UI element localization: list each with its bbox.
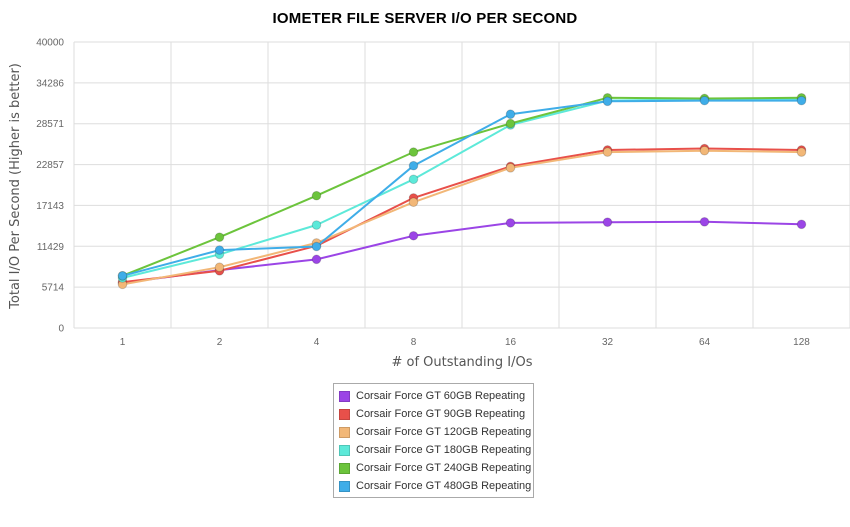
x-axis-ticks: 1 2 4 8 16 32 64 128 xyxy=(120,337,811,348)
x-tick-label: 2 xyxy=(217,337,223,348)
series-line xyxy=(122,99,802,277)
series xyxy=(117,95,807,281)
data-point xyxy=(311,220,322,230)
y-tick-label: 5714 xyxy=(42,283,65,294)
x-tick-label: 128 xyxy=(793,337,810,348)
y-tick-label: 34286 xyxy=(36,78,64,89)
data-point xyxy=(408,197,419,207)
y-tick-label: 17143 xyxy=(36,201,64,212)
x-tick-label: 64 xyxy=(699,337,711,348)
legend-item[interactable]: Corsair Force GT 120GB Repeating xyxy=(334,423,533,441)
series-line xyxy=(122,96,802,277)
data-point xyxy=(408,147,419,157)
data-point xyxy=(505,109,516,120)
data-point xyxy=(214,232,225,242)
data-point xyxy=(311,190,322,201)
data-point xyxy=(214,245,225,255)
data-point xyxy=(311,241,322,252)
series xyxy=(117,145,807,290)
y-axis-title: Total I/O Per Second (Higher is better) xyxy=(8,63,23,310)
data-point xyxy=(602,217,613,227)
legend-label: Corsair Force GT 60GB Repeating xyxy=(356,390,526,402)
data-point xyxy=(408,230,419,241)
x-tick-label: 1 xyxy=(120,337,126,348)
chart-title: IOMETER FILE SERVER I/O PER SECOND xyxy=(272,10,578,27)
grid xyxy=(73,41,850,329)
y-axis-ticks: 0 5714 11429 17143 22857 28571 34286 40000 xyxy=(36,38,64,335)
data-point xyxy=(699,145,710,156)
data-point xyxy=(505,118,516,129)
legend-swatch xyxy=(339,462,350,474)
x-tick-label: 16 xyxy=(505,337,517,348)
data-point xyxy=(796,219,807,230)
data-point xyxy=(505,218,516,228)
legend-swatch xyxy=(339,480,350,492)
legend-label: Corsair Force GT 180GB Repeating xyxy=(356,444,532,456)
legend-label: Corsair Force GT 90GB Repeating xyxy=(356,408,526,420)
y-tick-label: 11429 xyxy=(37,242,65,253)
data-point xyxy=(117,271,128,281)
legend-item[interactable]: Corsair Force GT 240GB Repeating xyxy=(334,459,533,477)
data-point xyxy=(796,147,807,157)
series-line xyxy=(122,220,802,284)
data-point xyxy=(796,95,807,106)
legend-swatch xyxy=(339,408,350,420)
legend-item[interactable]: Corsair Force GT 60GB Repeating xyxy=(334,387,533,405)
data-point xyxy=(408,160,419,171)
data-point xyxy=(214,262,225,273)
x-axis-title: # of Outstanding I/Os xyxy=(391,355,532,370)
y-tick-label: 22857 xyxy=(36,160,64,171)
legend-label: Corsair Force GT 120GB Repeating xyxy=(356,426,532,438)
legend-item[interactable]: Corsair Force GT 480GB Repeating xyxy=(334,477,533,495)
data-point xyxy=(311,254,322,265)
data-point xyxy=(408,174,419,185)
x-tick-label: 8 xyxy=(411,337,417,348)
legend-swatch xyxy=(339,444,350,456)
legend-label: Corsair Force GT 480GB Repeating xyxy=(356,480,532,492)
y-tick-label: 40000 xyxy=(36,38,64,49)
x-tick-label: 32 xyxy=(602,337,614,348)
series-line xyxy=(122,149,802,286)
legend-swatch xyxy=(339,426,350,438)
data-point xyxy=(699,217,710,227)
legend-item[interactable]: Corsair Force GT 180GB Repeating xyxy=(334,441,533,459)
legend-swatch xyxy=(339,390,350,402)
series-line xyxy=(122,147,802,284)
x-tick-label: 4 xyxy=(314,337,320,348)
y-tick-label: 0 xyxy=(58,324,64,335)
legend-item[interactable]: Corsair Force GT 90GB Repeating xyxy=(334,405,533,423)
series-layer xyxy=(117,92,807,290)
line-chart: 0 5714 11429 17143 22857 28571 34286 40000 1 2 4 8… xyxy=(8,38,850,370)
data-point xyxy=(505,163,516,173)
data-point xyxy=(602,96,613,107)
data-point xyxy=(699,95,710,106)
y-tick-label: 28571 xyxy=(36,119,64,130)
legend-label: Corsair Force GT 240GB Repeating xyxy=(356,462,532,474)
data-point xyxy=(602,147,613,157)
legend: Corsair Force GT 60GB Repeating Corsair F… xyxy=(333,383,534,498)
